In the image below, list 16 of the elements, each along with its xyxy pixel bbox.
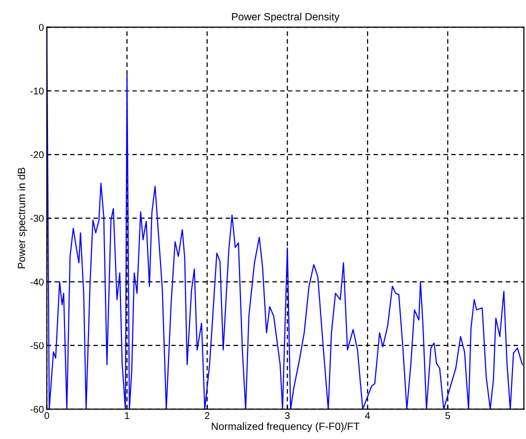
x-tick-label: 5 [445, 412, 450, 420]
y-tick-label: -30 [30, 214, 44, 222]
x-tick-label: 4 [365, 412, 370, 419]
y-tick-label: -50 [30, 342, 44, 350]
x-tick-label: 2 [204, 412, 210, 419]
x-tick-label: 3 [285, 412, 290, 420]
x-tick-label: 0 [44, 412, 50, 420]
y-tick-label: 0 [39, 24, 44, 31]
y-tick-label: -40 [30, 278, 44, 286]
y-tick-label: -60 [30, 406, 44, 413]
y-axis-title: Power spectrum in dB [18, 168, 28, 268]
y-tick-label: -20 [30, 151, 44, 158]
y-tick-label: -10 [30, 88, 44, 94]
x-axis-title: Normalized frequency (F-F0)/FT [212, 422, 360, 432]
chart-title: Power Spectral Density [232, 12, 340, 22]
x-tick-label: 1 [125, 412, 130, 419]
